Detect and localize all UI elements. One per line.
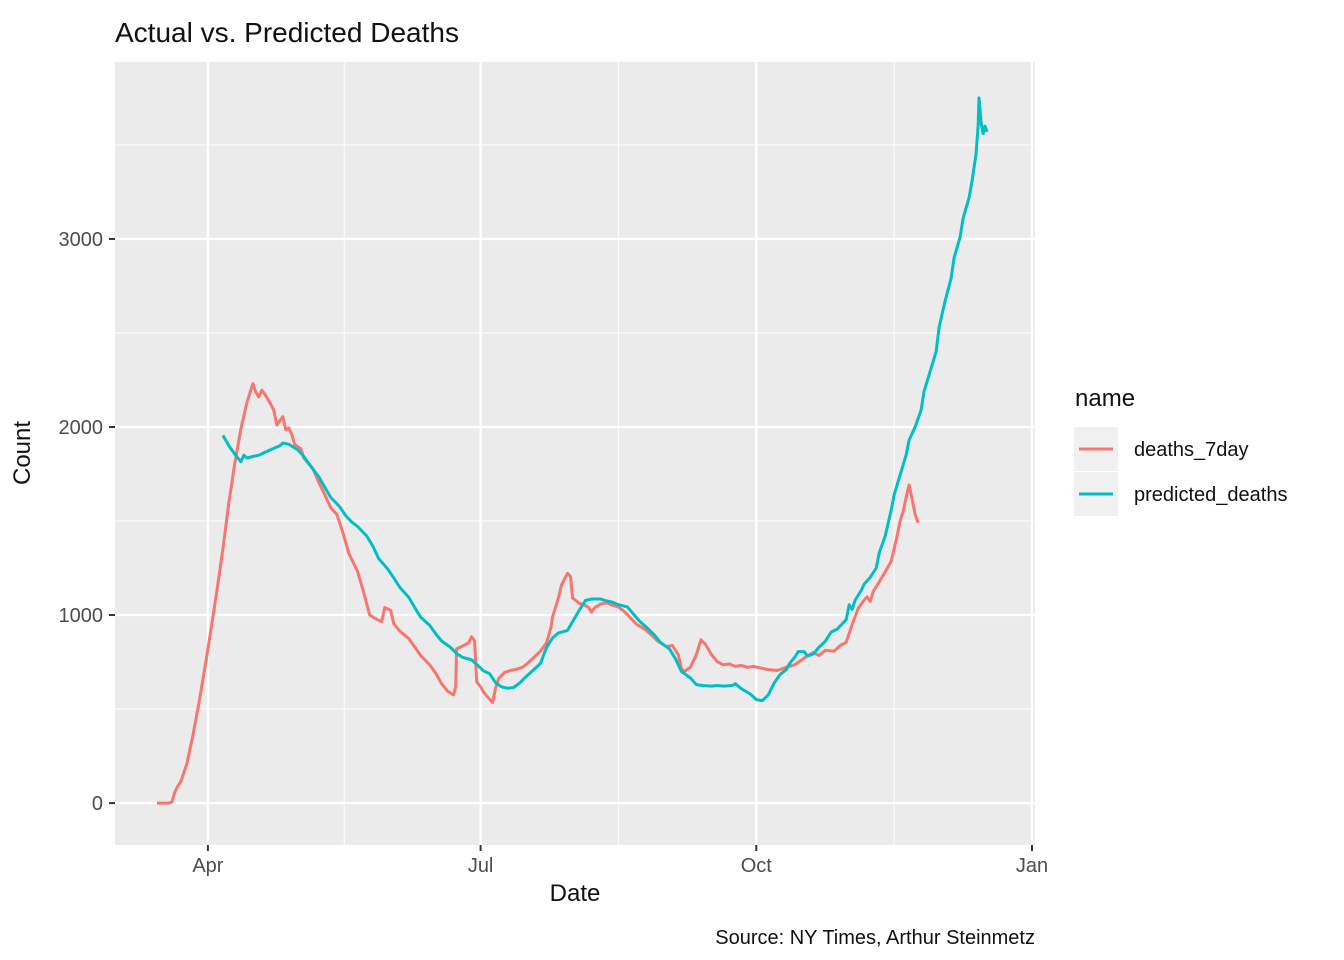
- chart-title: Actual vs. Predicted Deaths: [115, 17, 459, 48]
- y-tick-label: 1000: [59, 605, 104, 627]
- legend-label-predicted-deaths: predicted_deaths: [1134, 484, 1287, 506]
- chart-caption: Source: NY Times, Arthur Steinmetz: [715, 927, 1035, 949]
- y-tick-label: 2000: [59, 417, 104, 439]
- y-tick-label: 0: [92, 793, 103, 815]
- x-axis-title: Date: [550, 880, 601, 907]
- predicted_deaths-line: [221, 96, 989, 703]
- legend-label-deaths-7day: deaths_7day: [1134, 439, 1249, 461]
- x-tick-label: Jan: [1016, 855, 1048, 877]
- y-tick-labels: 0 1000 2000 3000: [59, 229, 104, 815]
- x-tick-label: Oct: [741, 855, 773, 877]
- x-tick-label: Apr: [192, 855, 223, 877]
- series-lines: [157, 96, 989, 805]
- y-tick-label: 3000: [59, 229, 104, 251]
- axis-tick-marks: [109, 237, 1034, 851]
- x-tick-labels: Apr Jul Oct Jan: [192, 855, 1048, 877]
- y-axis-title: Count: [9, 421, 36, 485]
- x-tick-label: Jul: [468, 855, 494, 877]
- minor-gridlines: [115, 62, 1035, 845]
- legend: name deaths_7day predicted_deaths: [1074, 385, 1287, 516]
- deaths_7day-line: [157, 382, 920, 805]
- legend-title: name: [1075, 385, 1135, 412]
- plot-panel: [115, 62, 1035, 845]
